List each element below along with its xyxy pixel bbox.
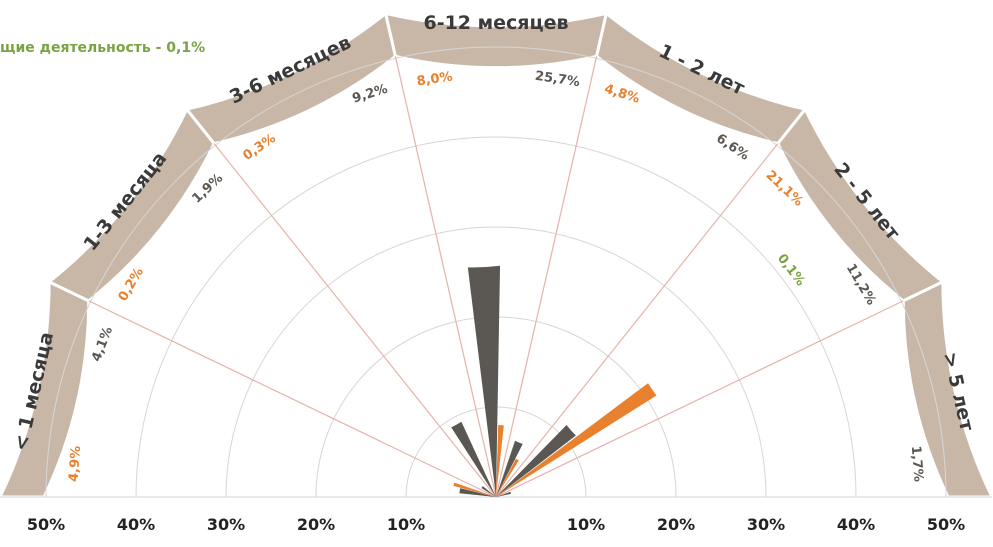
bar-series1-2 (481, 486, 496, 497)
spoke-2 (213, 143, 497, 498)
spoke-4 (495, 56, 598, 498)
bar-series2-5 (496, 458, 519, 497)
value-label-s1-4: 25,7% (534, 69, 581, 90)
tick-left-4: 20% (297, 515, 335, 534)
tick-left-1: 50% (27, 515, 65, 534)
tick-right-1: 10% (567, 515, 605, 534)
bar-series3-6 (496, 496, 497, 497)
spoke-5 (495, 143, 779, 498)
value-label-s3-6: 0,1% (774, 251, 808, 289)
bar-series1-5 (496, 440, 523, 497)
spoke-3 (394, 56, 497, 498)
value-label-s1-7: 1,7% (908, 445, 926, 482)
spoke-6 (495, 300, 904, 498)
legend-note: щие деятельность - 0,1% (0, 40, 205, 56)
bar-series2-2 (494, 495, 496, 497)
bar-series1-4 (467, 265, 501, 497)
spoke-1 (88, 300, 497, 498)
grid-ring-40 (135, 136, 857, 498)
bar-series1-1 (459, 488, 496, 497)
tick-right-2: 20% (657, 515, 695, 534)
bar-series2-4 (496, 425, 504, 497)
bar-series2-6 (496, 383, 657, 497)
bar-series2-3 (494, 494, 496, 497)
bar-series1-7 (496, 491, 511, 497)
category-label-4: 6-12 месяцев (423, 12, 568, 34)
bar-series1-6 (496, 425, 576, 497)
tick-right-5: 50% (927, 515, 965, 534)
radial-tick-labels: 50% 40% 30% 20% 10% 10% 20% 30% 40% 50% (27, 515, 965, 534)
tick-left-2: 40% (117, 515, 155, 534)
tick-left-3: 30% (207, 515, 245, 534)
value-label-s2-1: 4,9% (66, 445, 84, 482)
category-spokes (88, 56, 904, 498)
value-label-s1-1: 4,1% (89, 325, 116, 364)
bar-series1-3 (451, 421, 496, 497)
data-bars (451, 265, 657, 497)
grid-ring-50 (45, 46, 947, 498)
tick-right-3: 30% (747, 515, 785, 534)
grid-ring-30 (225, 226, 767, 498)
category-rim (0, 10, 993, 499)
value-label-s2-4: 8,0% (416, 69, 454, 89)
tick-left-5: 10% (387, 515, 425, 534)
tick-right-4: 40% (837, 515, 875, 534)
bar-series2-1 (453, 482, 496, 497)
